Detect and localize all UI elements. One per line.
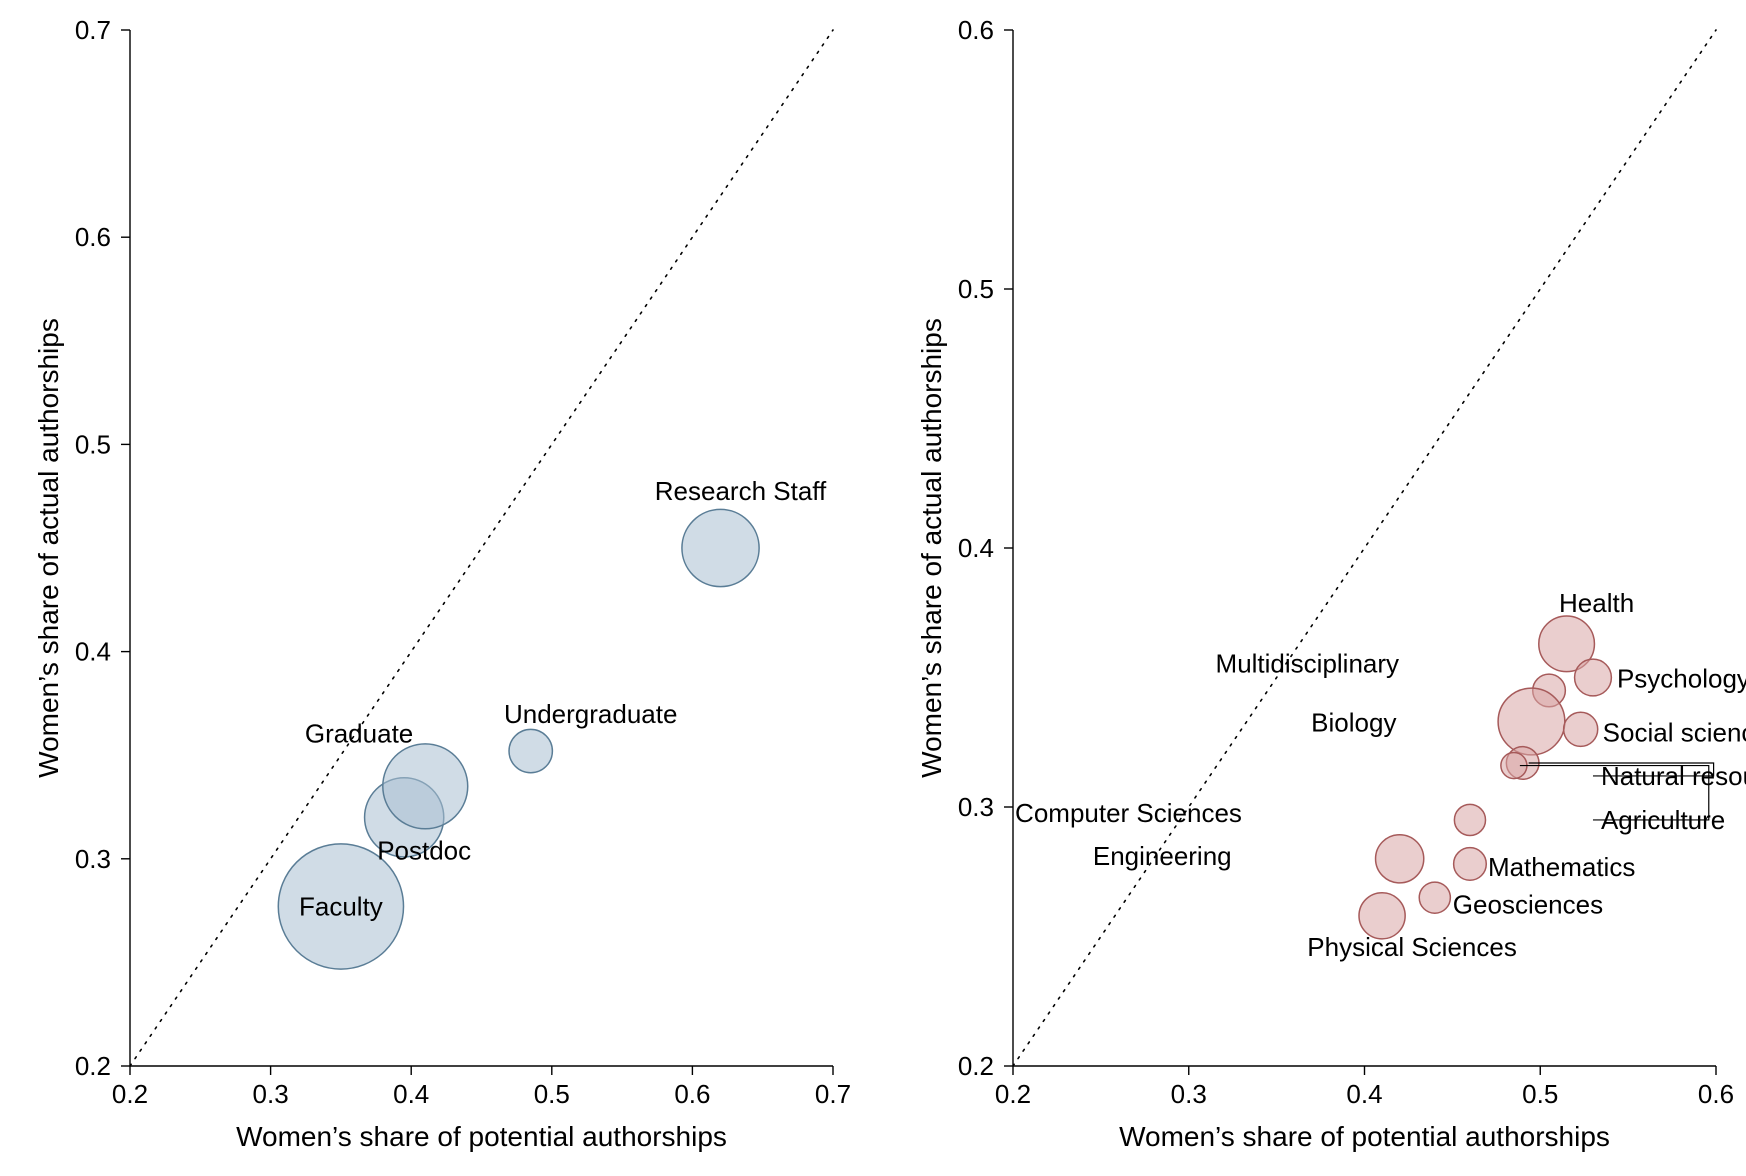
point-label: Undergraduate (504, 699, 677, 729)
bubble-point (383, 744, 468, 829)
bubble-point (1454, 848, 1487, 881)
x-axis-label: Women’s share of potential authorships (236, 1121, 727, 1152)
x-tick-label: 0.5 (1522, 1079, 1558, 1109)
point-label: Multidisciplinary (1216, 648, 1400, 678)
x-tick-label: 0.2 (995, 1079, 1031, 1109)
x-tick-label: 0.4 (393, 1079, 429, 1109)
bubble-point (1419, 882, 1450, 913)
bubble-point (1575, 659, 1612, 696)
panel-right: 0.2 0.3 0.4 0.5 0.6 0.2 0.3 0.4 0.5 0.6 Women’s sh… (916, 15, 1746, 1152)
point-label: Postdoc (377, 835, 471, 865)
bubble-point (1454, 804, 1485, 835)
point-label: Physical Sciences (1307, 932, 1517, 962)
y-tick-label: 0.4 (75, 637, 111, 667)
point-label: Geosciences (1453, 890, 1603, 920)
y-tick-label: 0.6 (75, 222, 111, 252)
point-label: Health (1559, 588, 1634, 618)
y-tick-label: 0.7 (75, 15, 111, 45)
y-tick-label: 0.3 (75, 844, 111, 874)
x-tick-label: 0.4 (1346, 1079, 1382, 1109)
point-label: Biology (1311, 708, 1396, 738)
bubble-point (1564, 712, 1598, 746)
point-label: Social sciences (1603, 717, 1746, 747)
y-tick-label: 0.6 (958, 15, 994, 45)
y-axis-label: Women’s share of actual authorships (33, 318, 64, 778)
x-tick-label: 0.6 (674, 1079, 710, 1109)
x-tick-label: 0.3 (253, 1079, 289, 1109)
figure-svg: 0.2 0.3 0.4 0.5 0.6 0.7 0.2 0.3 0.4 0.5 0.6 0.7 Wome… (0, 0, 1746, 1176)
x-tick-label: 0.6 (1698, 1079, 1734, 1109)
bubble-point (1498, 688, 1565, 755)
bubble-point (1376, 835, 1424, 883)
panel-left: 0.2 0.3 0.4 0.5 0.6 0.7 0.2 0.3 0.4 0.5 0.6 0.7 Wome… (33, 15, 851, 1152)
point-label: Computer Sciences (1015, 798, 1242, 828)
y-tick-label: 0.5 (958, 274, 994, 304)
point-label: Research Staff (655, 476, 827, 506)
bubble-point (682, 509, 759, 586)
point-label: Faculty (299, 891, 383, 921)
x-tick-label: 0.2 (112, 1079, 148, 1109)
point-label: Agriculture (1601, 805, 1725, 835)
point-label: Engineering (1093, 841, 1232, 871)
y-tick-label: 0.2 (958, 1051, 994, 1081)
y-tick-label: 0.4 (958, 533, 994, 563)
point-label: Mathematics (1488, 852, 1635, 882)
x-tick-label: 0.7 (815, 1079, 851, 1109)
point-label: Graduate (305, 718, 413, 748)
x-axis-label: Women’s share of potential authorships (1119, 1121, 1610, 1152)
y-tick-label: 0.3 (958, 792, 994, 822)
figure-container: 0.2 0.3 0.4 0.5 0.6 0.7 0.2 0.3 0.4 0.5 0.6 0.7 Wome… (0, 0, 1746, 1176)
y-axis-label: Women’s share of actual authorships (916, 318, 947, 778)
bubble-point (509, 729, 552, 772)
point-label: Psychology (1617, 664, 1746, 694)
x-tick-label: 0.5 (534, 1079, 570, 1109)
y-tick-label: 0.2 (75, 1051, 111, 1081)
y-tick-label: 0.5 (75, 429, 111, 459)
x-tick-label: 0.3 (1171, 1079, 1207, 1109)
